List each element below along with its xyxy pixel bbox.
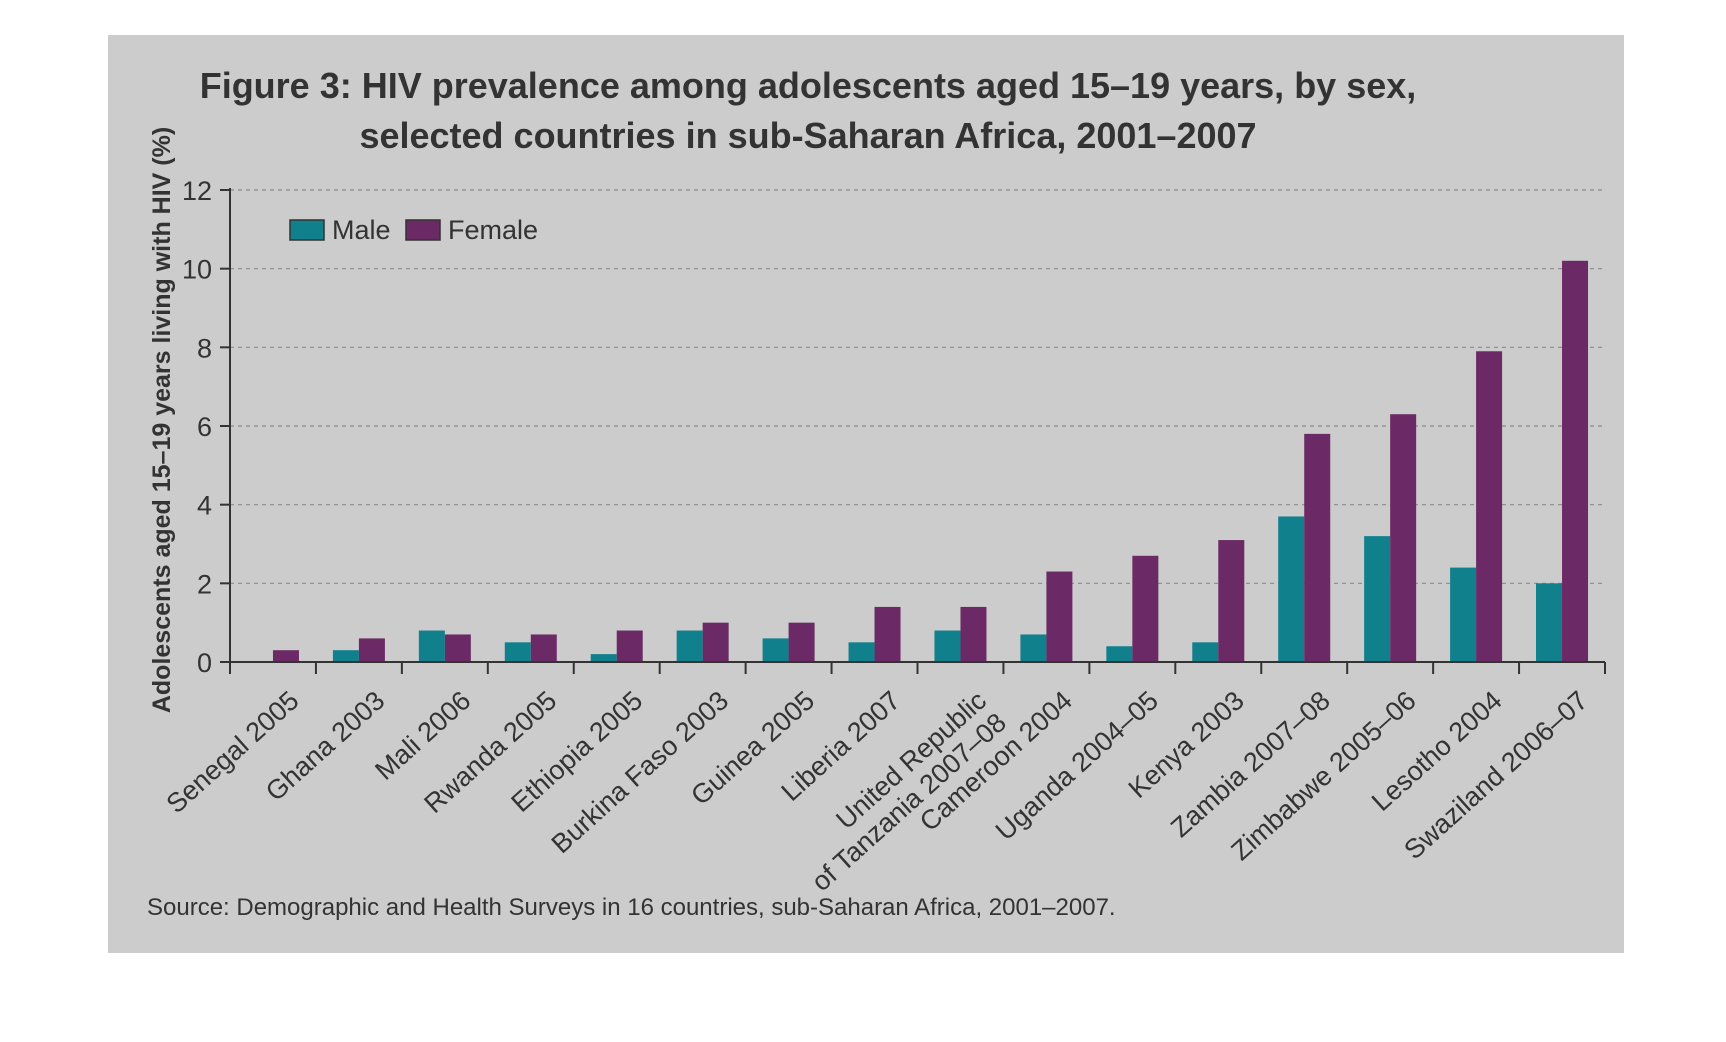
y-tick-label: 0 <box>197 648 212 678</box>
bar-female <box>788 622 815 662</box>
legend-label-female: Female <box>448 215 538 245</box>
bars <box>272 260 1589 662</box>
y-axis-label: Adolescents aged 15–19 years living with… <box>148 127 176 713</box>
x-tick-label-line: Uganda 2004–05 <box>990 685 1164 846</box>
bar-female <box>616 630 643 662</box>
x-tick-label: Uganda 2004–05 <box>990 685 1164 846</box>
legend-swatch-male <box>289 219 325 241</box>
bar-female <box>1046 571 1073 662</box>
bar-male <box>1192 642 1219 662</box>
bar-male <box>1106 646 1133 662</box>
bar-female <box>874 606 901 662</box>
bar-female <box>960 606 987 662</box>
bar-female <box>1218 540 1245 662</box>
bar-male <box>418 630 445 662</box>
y-tick-label: 10 <box>182 255 212 285</box>
bar-male <box>1536 583 1563 662</box>
bar-female <box>1562 260 1589 662</box>
bar-male <box>934 630 961 662</box>
chart-figure <box>108 35 1624 953</box>
chart-title-line-1: Figure 3: HIV prevalence among adolescen… <box>200 65 1417 106</box>
x-tick-label: Zambia 2007–08 <box>1165 685 1336 843</box>
bar-male <box>590 654 617 662</box>
chart-title-line-2: selected countries in sub-Saharan Africa… <box>359 115 1256 156</box>
bar-female <box>358 638 385 662</box>
legend: Male Female <box>289 215 538 245</box>
bar-female <box>702 622 729 662</box>
y-tick-label: 6 <box>197 412 212 442</box>
y-tick-label: 2 <box>197 569 212 599</box>
bar-female <box>1390 414 1417 662</box>
bar-male <box>1020 634 1047 662</box>
bar-male <box>848 642 875 662</box>
bar-male <box>504 642 531 662</box>
bar-female <box>530 634 557 662</box>
bar-female <box>1476 351 1503 662</box>
bar-female <box>1132 555 1159 662</box>
legend-swatch-female <box>405 219 441 241</box>
y-tick-label: 4 <box>197 491 212 521</box>
bar-male <box>1278 516 1305 662</box>
bar-male <box>1364 536 1391 662</box>
axes <box>220 188 1606 674</box>
y-tick-label: 8 <box>197 333 212 363</box>
legend-label-male: Male <box>332 215 391 245</box>
source-note: Source: Demographic and Health Surveys i… <box>147 894 1116 921</box>
x-tick-label-line: Zambia 2007–08 <box>1165 685 1336 843</box>
bar-male <box>332 650 359 662</box>
bar-male <box>676 630 703 662</box>
bar-female <box>444 634 471 662</box>
y-tick-labels: 0 2 4 6 8 10 12 <box>182 176 212 678</box>
bar-female <box>272 650 299 662</box>
bar-male <box>1450 567 1477 662</box>
chart-title: Figure 3: HIV prevalence among adolescen… <box>200 65 1417 156</box>
bar-male <box>762 638 789 662</box>
bar-female <box>1304 433 1331 662</box>
y-tick-label: 12 <box>182 176 212 206</box>
